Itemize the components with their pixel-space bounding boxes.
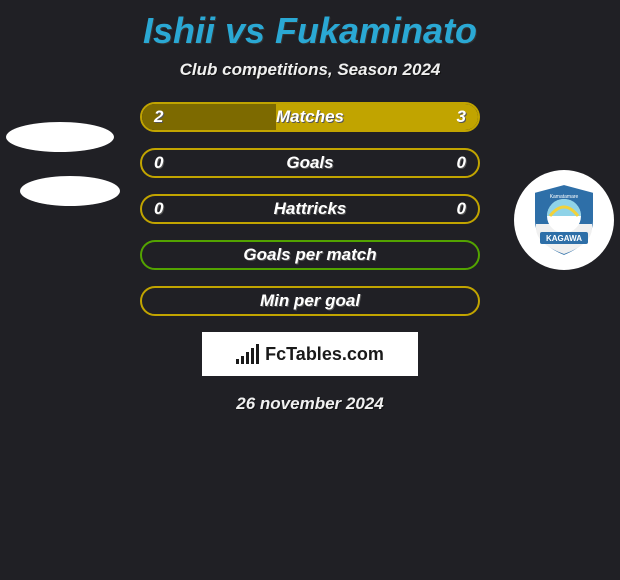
brand-bar (236, 359, 239, 364)
stat-value-right: 0 (457, 148, 466, 178)
svg-text:Kamatamare: Kamatamare (550, 194, 579, 200)
brand-bar (246, 352, 249, 364)
stat-value-right: 3 (457, 102, 466, 132)
player2-club-badge: KAGAWA Kamatamare (514, 170, 614, 270)
stat-row: Min per goal (140, 286, 480, 316)
stat-row: Goals per match (140, 240, 480, 270)
stats-container: Matches23Goals00Hattricks00Goals per mat… (140, 102, 480, 316)
player1-club-placeholder (20, 176, 120, 206)
brand-text: FcTables.com (265, 344, 384, 365)
player1-avatar-placeholder (6, 122, 114, 152)
club-shield-icon: KAGAWA Kamatamare (530, 182, 598, 258)
stat-label: Min per goal (140, 286, 480, 316)
brand-bar (256, 344, 259, 364)
stat-label: Goals (140, 148, 480, 178)
stat-value-left: 2 (154, 102, 163, 132)
stat-row: Goals0 0 (140, 148, 480, 178)
stat-value-right: 0 (457, 194, 466, 224)
stat-label: Goals per match (140, 240, 480, 270)
stat-label: Matches (140, 102, 480, 132)
stat-row: Matches2 3 (140, 102, 480, 132)
brand-bars-icon (236, 344, 259, 364)
page-subtitle: Club competitions, Season 2024 (0, 60, 620, 80)
brand-bar (241, 356, 244, 364)
stat-value-left: 0 (154, 148, 163, 178)
brand-box: FcTables.com (202, 332, 418, 376)
svg-text:KAGAWA: KAGAWA (546, 234, 582, 243)
stat-value-left: 0 (154, 194, 163, 224)
stat-row: Hattricks0 0 (140, 194, 480, 224)
brand-bar (251, 348, 254, 364)
date-label: 26 november 2024 (0, 394, 620, 414)
page-title: Ishii vs Fukaminato (0, 0, 620, 52)
stat-label: Hattricks (140, 194, 480, 224)
